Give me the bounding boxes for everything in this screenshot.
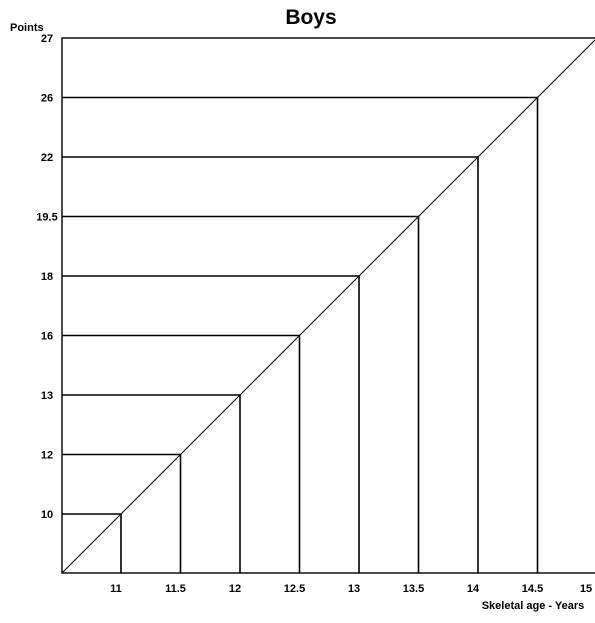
x-tick-label: 13: [348, 583, 360, 595]
y-tick-label: 22: [41, 152, 53, 164]
y-tick-label: 12: [41, 450, 53, 462]
x-tick-labels: 11 11.5 12 12.5 13 13.5 14 14.5 15: [110, 583, 592, 595]
chart-marks: [61, 39, 595, 574]
y-tick-label: 18: [41, 271, 53, 283]
y-tick-label: 26: [41, 93, 53, 105]
x-tick-label: 12.5: [284, 583, 305, 595]
x-tick-label: 14: [467, 583, 480, 595]
y-axis-label: Points: [10, 22, 44, 34]
y-tick-labels: 10 12 13 16 18 19.5 22 26 27: [36, 33, 57, 521]
chart-title: Boys: [285, 6, 336, 29]
y-tick-label: 27: [41, 33, 53, 45]
x-tick-label: 14.5: [522, 583, 543, 595]
y-tick-label: 13: [41, 390, 53, 402]
plot-frame: [61, 37, 595, 574]
x-tick-label: 13.5: [403, 583, 424, 595]
y-tick-label: 19.5: [36, 212, 57, 224]
x-tick-label: 15: [580, 583, 592, 595]
y-tick-label: 10: [41, 509, 53, 521]
x-axis-label: Skeletal age - Years: [482, 600, 585, 612]
x-tick-label: 12: [229, 583, 241, 595]
x-tick-label: 11: [110, 583, 122, 595]
x-tick-label: 11.5: [165, 583, 186, 595]
diagonal-line: [61, 39, 595, 574]
y-tick-label: 16: [41, 331, 53, 343]
